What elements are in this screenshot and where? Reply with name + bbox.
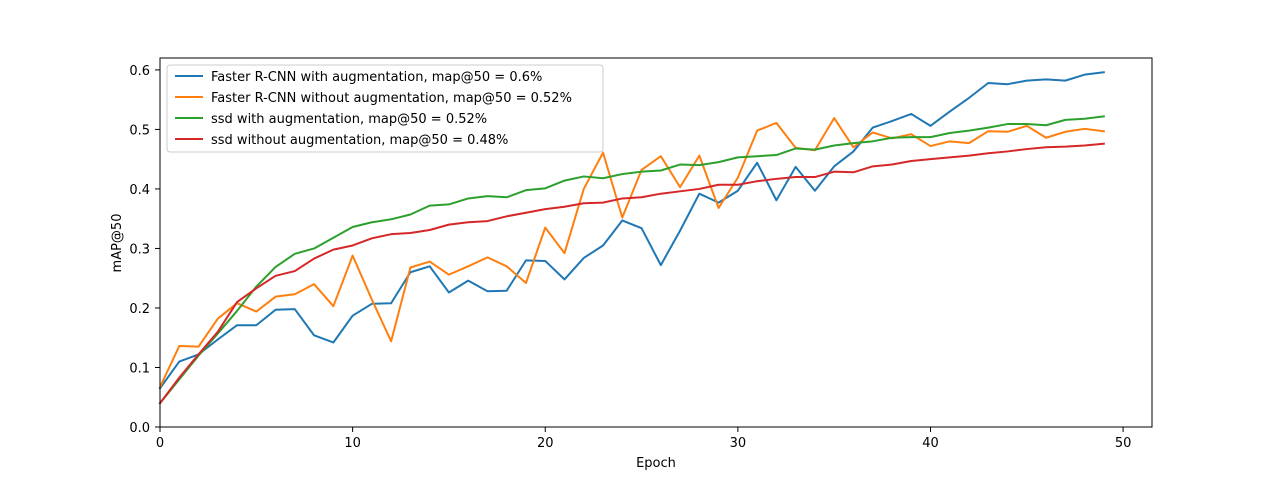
- legend-entry-4: ssd without augmentation, map@50 = 0.48%: [211, 133, 508, 148]
- y-axis: 0.0 0.1 0.2 0.3 0.4 0.5 0.6: [129, 64, 160, 436]
- series-line-2: [158, 117, 1105, 389]
- x-axis-label: Epoch: [636, 456, 676, 471]
- series-line-4: [158, 142, 1105, 405]
- legend-box: [166, 64, 604, 153]
- y-axis-label: mAP@50: [110, 214, 125, 273]
- y-tick-label: 0.3: [129, 242, 150, 257]
- y-tick-label: 0.6: [129, 64, 150, 79]
- x-axis: 0 10 20 30 40 50: [156, 427, 1132, 451]
- x-tick-label: 0: [156, 436, 164, 451]
- y-tick-label: 0.0: [129, 421, 150, 436]
- series-line-3: [158, 115, 1105, 405]
- y-tick-label: 0.2: [129, 302, 150, 317]
- y-tick-label: 0.1: [129, 361, 150, 376]
- x-tick-label: 20: [537, 436, 554, 451]
- legend-entry-1: Faster R-CNN with augmentation, map@50 =…: [211, 70, 542, 85]
- x-tick-label: 40: [922, 436, 939, 451]
- plot-area: [158, 57, 1153, 428]
- legend-entry-2: Faster R-CNN without augmentation, map@5…: [211, 91, 572, 106]
- y-tick-label: 0.5: [129, 123, 150, 138]
- x-tick-label: 50: [1115, 436, 1132, 451]
- y-tick-label: 0.4: [129, 183, 150, 198]
- legend: Faster R-CNN with augmentation, map@50 =…: [166, 64, 604, 153]
- x-tick-label: 10: [344, 436, 361, 451]
- plot-frame: [159, 57, 1153, 428]
- x-tick-label: 30: [730, 436, 747, 451]
- legend-entry-3: ssd with augmentation, map@50 = 0.52%: [211, 112, 487, 127]
- series-line-1: [158, 71, 1105, 390]
